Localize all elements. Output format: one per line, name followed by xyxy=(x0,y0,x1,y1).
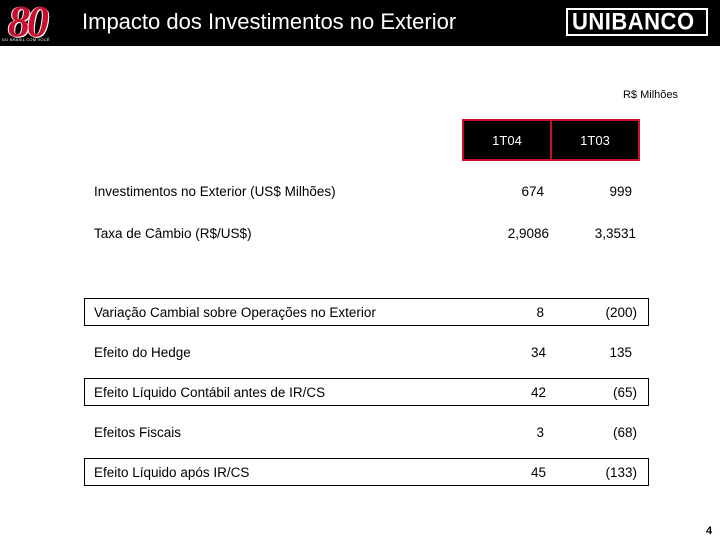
cell-1t03: (65) xyxy=(612,385,637,400)
cell-1t04: 42 xyxy=(530,385,546,400)
cell-1t03: (68) xyxy=(612,425,637,440)
page-number: 4 xyxy=(706,525,713,537)
cell-1t03: (133) xyxy=(605,465,637,480)
header-bar: 80 DO BRASIL COM VOCÊ Impacto dos Invest… xyxy=(0,0,720,46)
row-label: Efeito Líquido Contábil antes de IR/CS xyxy=(94,385,326,400)
row-box-efeito-liquido-antes xyxy=(84,378,649,406)
cell-1t04: 34 xyxy=(530,345,546,360)
logo-number: 80 xyxy=(8,0,49,46)
row-box-variacao-cambial xyxy=(84,298,649,326)
column-header-label: 1T04 xyxy=(492,133,522,148)
column-header-1t03: 1T03 xyxy=(550,119,640,161)
80-years-logo: 80 DO BRASIL COM VOCÊ xyxy=(2,0,72,46)
row-label: Investimentos no Exterior (US$ Milhões) xyxy=(94,184,336,199)
cell-1t03: 135 xyxy=(609,345,632,360)
row-label: Taxa de Câmbio (R$/US$) xyxy=(94,226,252,241)
logo-tagline: DO BRASIL COM VOCÊ xyxy=(2,37,50,42)
page-title: Impacto dos Investimentos no Exterior xyxy=(82,9,457,34)
row-label: Efeito do Hedge xyxy=(94,345,191,360)
cell-1t04: 8 xyxy=(536,305,544,320)
column-header-label: 1T03 xyxy=(580,133,610,148)
row-label: Efeitos Fiscais xyxy=(94,425,182,440)
cell-1t04: 674 xyxy=(521,184,544,199)
cell-1t03: 999 xyxy=(609,184,632,199)
unit-label: R$ Milhões xyxy=(622,89,678,101)
cell-1t04: 2,9086 xyxy=(507,226,549,241)
cell-1t03: (200) xyxy=(605,305,637,320)
row-label: Variação Cambial sobre Operações no Exte… xyxy=(94,305,376,320)
column-header-1t04: 1T04 xyxy=(462,119,552,161)
cell-1t04: 45 xyxy=(530,465,546,480)
cell-1t04: 3 xyxy=(536,425,544,440)
unibanco-logo: UNIBANCO xyxy=(566,8,708,36)
row-label: Efeito Líquido após IR/CS xyxy=(94,465,250,480)
cell-1t03: 3,3531 xyxy=(594,226,636,241)
brand-name: UNIBANCO xyxy=(572,7,695,36)
row-box-efeito-liquido-apos xyxy=(84,458,649,486)
